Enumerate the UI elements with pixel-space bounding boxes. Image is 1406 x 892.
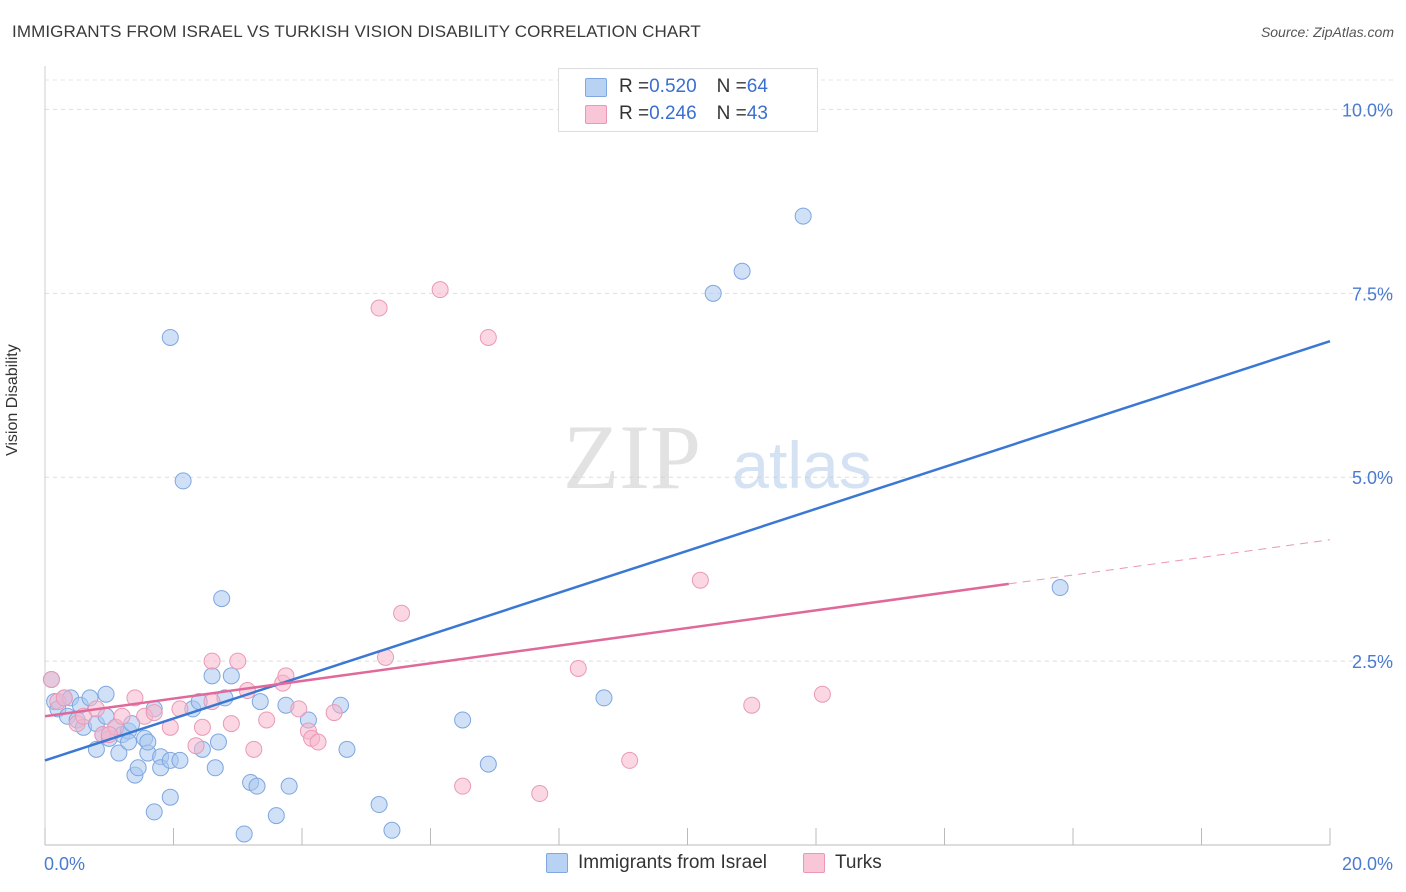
- point-israel: [338, 740, 356, 758]
- point-israel: [129, 759, 147, 777]
- point-israel: [222, 667, 240, 685]
- point-turks: [691, 571, 709, 589]
- legend-n-value-blue: 64: [746, 76, 768, 97]
- point-turks: [309, 733, 327, 751]
- point-israel: [139, 733, 157, 751]
- point-israel: [267, 807, 285, 825]
- point-turks: [42, 670, 60, 688]
- legend-swatch-pink: [802, 853, 825, 873]
- series-legend: Immigrants from Israel Turks: [546, 852, 918, 874]
- point-turks: [187, 737, 205, 755]
- point-israel: [171, 751, 189, 769]
- legend-row-pink: R = 0.246 N = 43: [585, 103, 768, 125]
- point-turks: [393, 604, 411, 622]
- point-turks: [193, 718, 211, 736]
- legend-n-value-pink: 43: [746, 103, 768, 124]
- legend-r-value-blue: 0.520: [649, 76, 697, 97]
- point-israel: [370, 796, 388, 814]
- point-turks: [258, 711, 276, 729]
- legend-r-label: R =: [619, 103, 650, 124]
- point-israel: [704, 284, 722, 302]
- point-israel: [206, 759, 224, 777]
- point-turks: [743, 696, 761, 714]
- point-israel: [595, 689, 613, 707]
- trend-lines: [44, 339, 1331, 762]
- point-turks: [145, 704, 163, 722]
- point-israel: [280, 777, 298, 795]
- point-turks: [813, 685, 831, 703]
- legend-swatch-blue: [585, 77, 607, 97]
- point-turks: [55, 689, 73, 707]
- point-turks: [126, 689, 144, 707]
- legend-n-label: N =: [716, 76, 747, 97]
- point-turks: [245, 740, 263, 758]
- point-israel: [161, 788, 179, 806]
- point-turks: [325, 704, 343, 722]
- point-israel: [251, 693, 269, 711]
- grid-lines: [45, 79, 1395, 662]
- source-label: Source: ZipAtlas.com: [1260, 24, 1394, 40]
- point-turks: [479, 328, 497, 346]
- x-tick-label: 20.0%: [1342, 854, 1393, 874]
- legend-row-blue: R = 0.520 N = 64: [585, 76, 768, 98]
- watermark: ZIP atlas: [563, 406, 872, 508]
- point-israel: [733, 262, 751, 280]
- trend-line-turks: [44, 582, 1009, 718]
- point-israel: [213, 590, 231, 608]
- legend-swatch-pink: [585, 104, 607, 124]
- legend-r-label: R =: [619, 76, 650, 97]
- point-israel: [161, 328, 179, 346]
- tick-labels: 2.5% 5.0% 7.5% 10.0% 0.0% 20.0%: [44, 100, 1393, 874]
- legend-swatch-blue: [546, 853, 568, 873]
- trend-line-israel: [44, 339, 1331, 762]
- point-turks: [222, 715, 240, 733]
- y-tick-label: 2.5%: [1352, 652, 1393, 672]
- watermark-zip: ZIP: [563, 406, 701, 508]
- correlation-legend: R = 0.520 N = 64 R = 0.246 N = 43: [558, 68, 818, 132]
- point-israel: [479, 755, 497, 773]
- point-turks: [113, 707, 131, 725]
- point-israel: [209, 733, 227, 751]
- x-tick-label: 0.0%: [44, 854, 85, 874]
- trend-line-turks-extension: [1008, 539, 1331, 585]
- legend-item-israel[interactable]: Immigrants from Israel: [546, 852, 767, 874]
- point-israel: [248, 777, 266, 795]
- point-israel: [174, 472, 192, 490]
- point-turks: [621, 751, 639, 769]
- y-tick-label: 5.0%: [1352, 468, 1393, 488]
- watermark-atlas: atlas: [732, 428, 871, 502]
- point-israel: [383, 821, 401, 839]
- point-turks: [203, 652, 221, 670]
- point-israel: [97, 685, 115, 703]
- point-turks: [370, 299, 388, 317]
- y-tick-label: 7.5%: [1352, 284, 1393, 304]
- point-israel: [110, 744, 128, 762]
- point-turks: [454, 777, 472, 795]
- axes: [44, 66, 1331, 846]
- point-turks: [531, 785, 549, 803]
- point-israel: [120, 733, 138, 751]
- legend-n-label: N =: [716, 103, 747, 124]
- point-israel: [145, 803, 163, 821]
- point-israel: [454, 711, 472, 729]
- y-axis-label: Vision Disability: [4, 344, 21, 456]
- point-turks: [569, 659, 587, 677]
- point-israel: [1051, 579, 1069, 597]
- point-israel: [203, 667, 221, 685]
- data-points: [42, 207, 1069, 843]
- point-turks: [290, 700, 308, 718]
- point-turks: [431, 281, 449, 299]
- y-tick-label: 10.0%: [1342, 100, 1393, 120]
- legend-item-turks[interactable]: Turks: [802, 852, 882, 874]
- point-israel: [235, 825, 253, 843]
- legend-label-israel: Immigrants from Israel: [578, 852, 767, 873]
- point-turks: [229, 652, 247, 670]
- chart-title: IMMIGRANTS FROM ISRAEL VS TURKISH VISION…: [12, 22, 701, 41]
- legend-label-turks: Turks: [834, 852, 882, 873]
- point-israel: [794, 207, 812, 225]
- legend-r-value-pink: 0.246: [649, 103, 697, 124]
